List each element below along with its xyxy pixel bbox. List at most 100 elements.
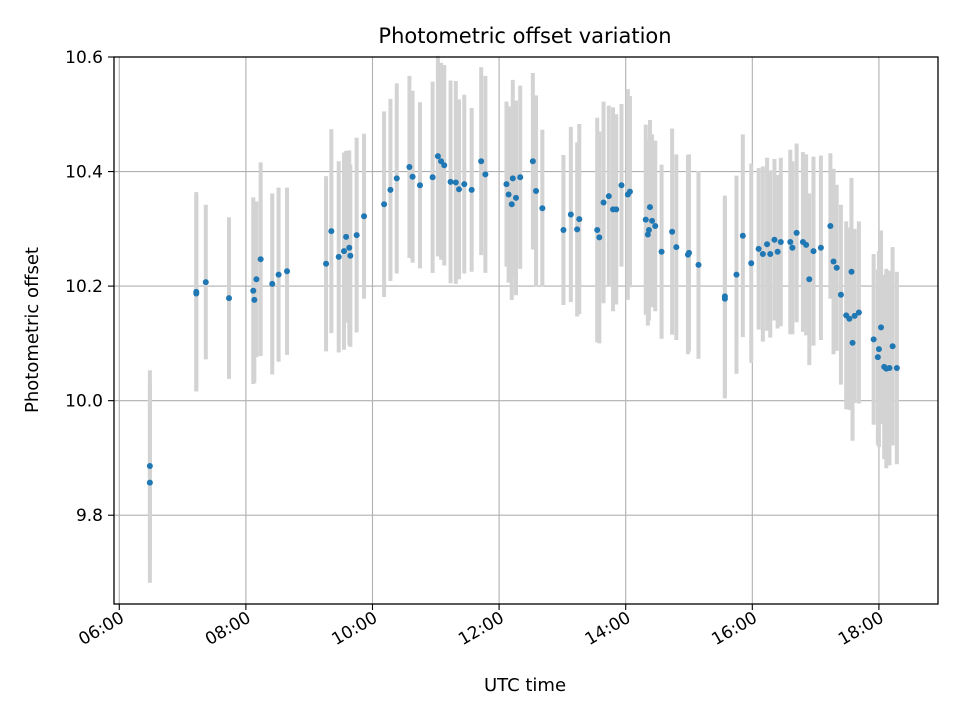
data-point bbox=[381, 201, 388, 208]
data-point bbox=[645, 226, 652, 233]
data-point bbox=[193, 290, 200, 297]
data-point bbox=[468, 186, 475, 193]
data-point bbox=[269, 280, 276, 287]
data-point bbox=[343, 233, 350, 240]
data-point bbox=[644, 231, 651, 238]
data-point bbox=[533, 188, 540, 195]
data-point bbox=[626, 188, 633, 195]
y-tick-label: 10.0 bbox=[65, 392, 103, 412]
data-point bbox=[512, 194, 519, 201]
data-point bbox=[837, 291, 844, 298]
data-point bbox=[529, 158, 536, 165]
data-point bbox=[893, 365, 900, 372]
data-point bbox=[695, 261, 702, 268]
data-point bbox=[764, 241, 771, 248]
data-point bbox=[787, 239, 794, 246]
data-point bbox=[284, 268, 291, 275]
data-point bbox=[810, 248, 817, 255]
data-point bbox=[646, 204, 653, 211]
data-point bbox=[771, 236, 778, 243]
data-point bbox=[461, 181, 468, 188]
data-point bbox=[658, 248, 665, 255]
data-point bbox=[886, 365, 893, 372]
data-point bbox=[721, 293, 728, 300]
data-point bbox=[830, 258, 837, 265]
data-point bbox=[257, 256, 264, 263]
grid-lines bbox=[114, 56, 938, 604]
data-point bbox=[202, 279, 209, 286]
data-point bbox=[438, 158, 445, 165]
y-tick-label: 10.6 bbox=[65, 48, 103, 68]
data-point bbox=[353, 232, 360, 239]
data-point bbox=[452, 179, 459, 186]
data-point bbox=[275, 271, 282, 278]
data-point bbox=[767, 251, 774, 258]
data-point bbox=[576, 216, 583, 223]
data-point bbox=[613, 206, 620, 213]
data-point bbox=[618, 182, 625, 189]
data-point bbox=[793, 229, 800, 236]
data-point bbox=[347, 252, 354, 259]
data-point bbox=[806, 276, 813, 283]
data-point bbox=[846, 315, 853, 322]
y-tick-label: 10.2 bbox=[65, 277, 103, 297]
data-point bbox=[755, 245, 762, 252]
plot-area-frame bbox=[113, 56, 939, 605]
data-point bbox=[817, 244, 824, 251]
data-point bbox=[560, 226, 567, 233]
data-point bbox=[848, 268, 855, 275]
data-point bbox=[508, 201, 515, 208]
data-point bbox=[652, 222, 659, 229]
y-tick-label: 9.8 bbox=[76, 506, 103, 526]
data-point bbox=[335, 253, 342, 260]
data-point bbox=[416, 182, 423, 189]
data-point bbox=[447, 178, 454, 185]
data-point bbox=[434, 153, 441, 160]
data-point bbox=[328, 228, 335, 235]
data-point bbox=[875, 346, 882, 353]
data-point bbox=[517, 174, 524, 181]
data-point bbox=[406, 163, 413, 170]
data-points bbox=[146, 153, 900, 486]
data-point bbox=[323, 260, 330, 267]
x-axis-label: UTC time bbox=[484, 675, 566, 696]
data-point bbox=[503, 181, 510, 188]
y-tick-label: 10.4 bbox=[65, 163, 103, 183]
data-point bbox=[146, 479, 153, 486]
data-point bbox=[774, 248, 781, 255]
data-point bbox=[574, 226, 581, 233]
data-point bbox=[855, 309, 862, 316]
data-point bbox=[642, 216, 649, 223]
data-point bbox=[393, 175, 400, 182]
data-point bbox=[605, 193, 612, 200]
data-point bbox=[851, 312, 858, 319]
data-point bbox=[482, 171, 489, 178]
data-point bbox=[849, 339, 856, 346]
data-point bbox=[429, 174, 436, 181]
chart-title: Photometric offset variation bbox=[378, 24, 671, 48]
data-point bbox=[669, 228, 676, 235]
data-point bbox=[803, 241, 810, 248]
data-point bbox=[733, 271, 740, 278]
data-point bbox=[226, 295, 233, 302]
data-point bbox=[833, 264, 840, 271]
data-point bbox=[478, 158, 485, 165]
data-point bbox=[600, 199, 607, 206]
data-point bbox=[250, 287, 257, 294]
data-point bbox=[594, 226, 601, 233]
data-point bbox=[649, 217, 656, 224]
data-point bbox=[456, 186, 463, 193]
data-point bbox=[146, 462, 153, 469]
data-point bbox=[441, 162, 448, 169]
data-point bbox=[673, 244, 680, 251]
data-point bbox=[361, 213, 368, 220]
data-point bbox=[505, 191, 512, 198]
data-point bbox=[596, 234, 603, 241]
data-point bbox=[827, 222, 834, 229]
data-point bbox=[509, 175, 516, 182]
data-point bbox=[777, 239, 784, 246]
data-point bbox=[870, 336, 877, 343]
data-point bbox=[759, 251, 766, 258]
data-point bbox=[251, 296, 258, 303]
